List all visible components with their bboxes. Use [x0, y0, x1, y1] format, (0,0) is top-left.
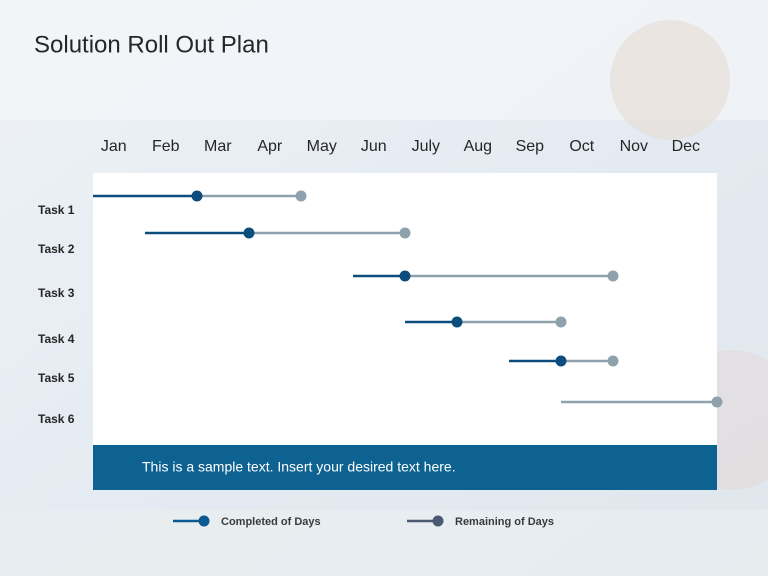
- month-label: Feb: [152, 138, 180, 155]
- title: Solution Roll Out Plan: [34, 31, 269, 58]
- legend-dot: [198, 515, 210, 527]
- end-dot: [607, 270, 619, 282]
- month-label: Jan: [101, 138, 127, 155]
- completed-dot: [243, 227, 255, 239]
- completed-dot: [451, 316, 463, 328]
- month-label: Apr: [257, 138, 283, 155]
- legend-label: Completed of Days: [221, 516, 321, 528]
- task-label: Task 6: [38, 412, 75, 426]
- month-label: Aug: [464, 138, 492, 155]
- completed-dot: [191, 190, 203, 202]
- background-blur: [610, 20, 730, 140]
- end-dot: [399, 227, 411, 239]
- background-band: [0, 510, 768, 576]
- banner-text: This is a sample text. Insert your desir…: [142, 459, 456, 475]
- completed-dot: [555, 355, 567, 367]
- plot-area: [93, 173, 717, 445]
- legend-dot: [432, 515, 444, 527]
- completed-dot: [399, 270, 411, 282]
- task-label: Task 1: [38, 203, 75, 217]
- task-label: Task 4: [38, 332, 75, 346]
- task-label: Task 2: [38, 242, 75, 256]
- month-label: Nov: [620, 138, 648, 155]
- legend-label: Remaining of Days: [455, 516, 554, 528]
- end-dot: [555, 316, 567, 328]
- end-dot: [711, 396, 723, 408]
- month-label: Jun: [361, 138, 387, 155]
- month-label: Oct: [569, 138, 594, 155]
- end-dot: [607, 355, 619, 367]
- end-dot: [295, 190, 307, 202]
- month-label: Dec: [672, 138, 700, 155]
- task-label: Task 5: [38, 371, 75, 385]
- task-label: Task 3: [38, 286, 75, 300]
- month-label: July: [412, 138, 440, 155]
- banner: [93, 445, 717, 490]
- month-label: Sep: [516, 138, 545, 155]
- month-label: May: [307, 138, 337, 155]
- month-label: Mar: [204, 138, 232, 155]
